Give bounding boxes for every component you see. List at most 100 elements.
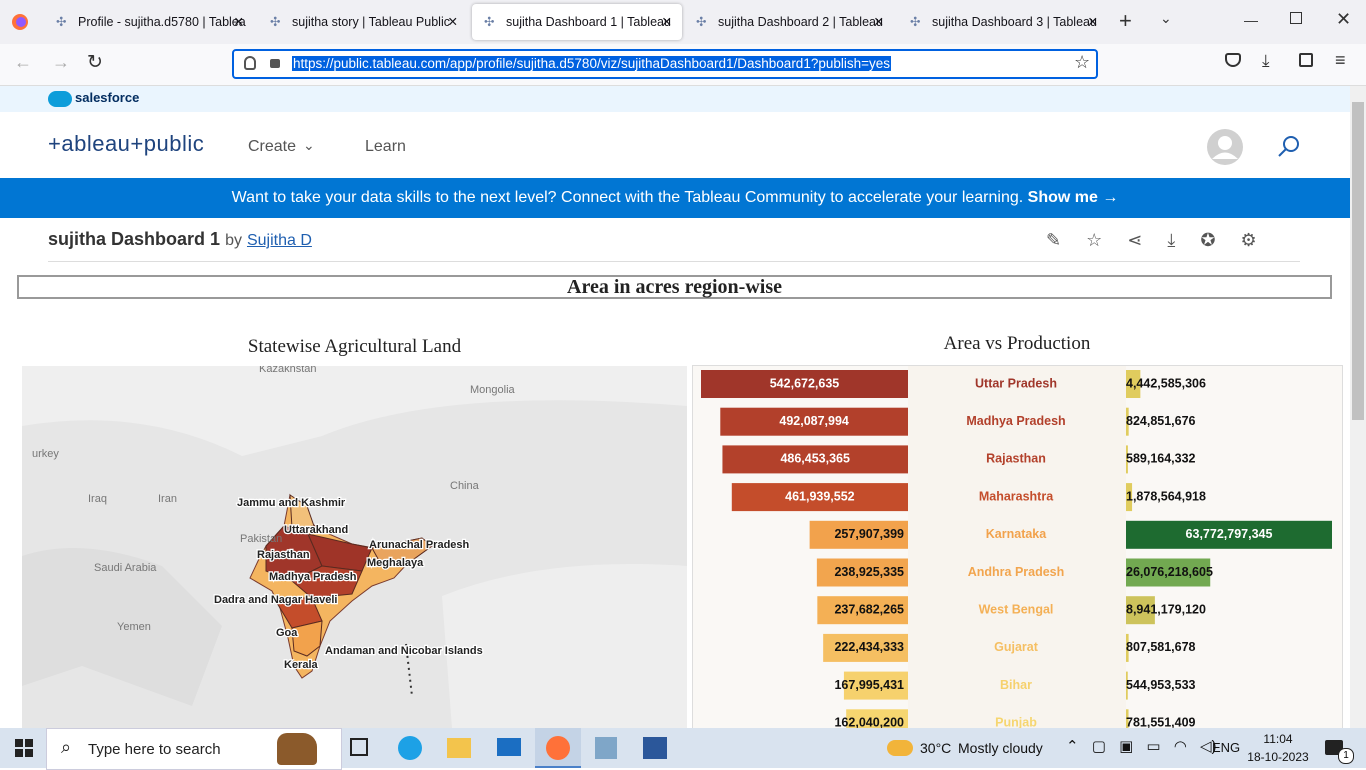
forward-button[interactable]: →	[52, 52, 70, 72]
area-bar[interactable]	[809, 520, 908, 549]
share-icon[interactable]: ⋖	[1127, 230, 1143, 250]
download-icon[interactable]: ⤓	[1167, 230, 1176, 250]
production-bar[interactable]	[1126, 407, 1129, 436]
production-bar[interactable]	[1126, 633, 1129, 662]
notification-count[interactable]: 1	[1338, 748, 1354, 764]
clock-date[interactable]: 18-10-2023	[1247, 750, 1309, 764]
salesforce-cloud[interactable]	[48, 91, 72, 107]
state-name[interactable]: Karnataka	[986, 527, 1047, 541]
state-label[interactable]: Kerala	[283, 658, 320, 673]
word-app[interactable]	[643, 737, 667, 759]
system-tray[interactable]: ⌃ ▢ ▣ ▭ ◠ ◁)	[1066, 738, 1217, 755]
create-chevron[interactable]: ⌄	[303, 137, 315, 153]
close-window-button[interactable]: ✕	[1336, 9, 1352, 29]
state-label[interactable]: Madhya Pradesh	[268, 570, 358, 585]
state-name[interactable]: Rajasthan	[986, 452, 1046, 466]
back-button[interactable]: ←	[14, 52, 32, 72]
production-bar[interactable]	[1126, 558, 1211, 587]
area-bar[interactable]	[720, 407, 908, 436]
state-name[interactable]: Maharashtra	[979, 489, 1054, 503]
tab-title[interactable]: sujitha Dashboard 3 | Tableau	[932, 15, 1097, 29]
weather-icon[interactable]	[887, 740, 913, 756]
state-label[interactable]: Arunachal Pradesh	[368, 538, 471, 553]
taskbar-search[interactable]: ⌕ Type here to search	[46, 728, 342, 770]
production-bar[interactable]	[1126, 520, 1332, 549]
app-menu[interactable]: ≡	[1335, 50, 1346, 70]
tab-title[interactable]: sujitha Dashboard 2 | Tableau	[718, 15, 883, 29]
state-label[interactable]: Andaman and Nicobar Islands	[324, 644, 484, 659]
salesforce-link[interactable]: salesforce	[75, 90, 140, 105]
bookmark-star[interactable]: ☆	[1074, 52, 1091, 72]
state-label[interactable]: Rajasthan	[256, 548, 311, 563]
badge-icon[interactable]: ✪	[1200, 230, 1216, 250]
state-label[interactable]: Goa	[275, 626, 300, 641]
production-bar[interactable]	[1126, 370, 1141, 398]
state-name[interactable]: Madhya Pradesh	[966, 414, 1065, 428]
pocket-icon[interactable]	[1225, 53, 1241, 67]
tracking-shield[interactable]	[244, 56, 256, 70]
tab-title[interactable]: sujitha Dashboard 1 | Tableau	[506, 15, 671, 29]
area-bar[interactable]	[823, 633, 908, 662]
downloads-icon[interactable]: ⤓	[1262, 51, 1270, 70]
search-icon[interactable]	[1276, 134, 1302, 160]
restore-button[interactable]	[1290, 12, 1302, 24]
tab-close[interactable]: ✕	[447, 15, 458, 29]
lock-icon[interactable]	[270, 59, 280, 68]
state-name[interactable]: Gujarat	[994, 640, 1039, 654]
start-button[interactable]	[15, 739, 33, 757]
state-name[interactable]: Punjab	[995, 716, 1037, 728]
area-bar[interactable]	[722, 445, 908, 474]
settings-icon[interactable]: ⚙	[1240, 230, 1257, 250]
production-bar[interactable]	[1126, 671, 1128, 700]
new-tab-button[interactable]: +	[1119, 8, 1132, 33]
browser-tab[interactable]: ✣ Profile - sujitha.d5780 | Tablea ✕	[44, 4, 254, 40]
firefox-app[interactable]	[535, 728, 581, 768]
url-bar[interactable]: https://public.tableau.com/app/profile/s…	[232, 49, 1098, 79]
minimize-button[interactable]: —	[1244, 12, 1258, 28]
temperature[interactable]: 30°C	[920, 740, 952, 756]
explorer-app[interactable]	[447, 738, 471, 758]
state-label[interactable]: Dadra and Nagar Haveli	[213, 593, 339, 608]
favorite-icon[interactable]: ☆	[1086, 230, 1103, 250]
firefox-menu-icon[interactable]	[11, 13, 29, 31]
tab-close[interactable]: ✕	[233, 15, 244, 29]
tab-title[interactable]: sujitha story | Tableau Public	[292, 15, 450, 29]
tab-close[interactable]: ✕	[1087, 15, 1098, 29]
area-bar[interactable]	[731, 483, 908, 512]
area-bar[interactable]	[701, 370, 908, 398]
tableau-app[interactable]	[595, 737, 617, 759]
browser-tab[interactable]: ✣ sujitha Dashboard 1 | Tableau ✕	[472, 4, 682, 40]
url-text[interactable]: https://public.tableau.com/app/profile/s…	[292, 56, 892, 71]
mail-app[interactable]	[497, 738, 521, 756]
production-bar[interactable]	[1126, 445, 1128, 474]
reload-button[interactable]: ↻	[87, 52, 103, 73]
state-label[interactable]: Jammu and Kashmir	[236, 496, 347, 511]
edge-app[interactable]	[398, 736, 422, 760]
state-name[interactable]: Andhra Pradesh	[968, 565, 1065, 579]
map[interactable]: Kazakhstan Mongolia urkey Iraq Iran China Paki…	[22, 366, 687, 728]
state-name[interactable]: Bihar	[1000, 678, 1032, 692]
area-bar[interactable]	[817, 596, 908, 625]
area-bar[interactable]	[846, 709, 908, 728]
browser-tab[interactable]: ✣ sujitha story | Tableau Public ✕	[258, 4, 468, 40]
area-bar[interactable]	[843, 671, 908, 700]
weather-text[interactable]: Mostly cloudy	[958, 740, 1043, 756]
search-placeholder[interactable]: Type here to search	[88, 741, 221, 758]
banner-link[interactable]: Show me →	[1027, 189, 1119, 206]
nav-learn[interactable]: Learn	[365, 138, 406, 155]
production-bar[interactable]	[1126, 596, 1155, 625]
scrollbar-thumb[interactable]	[1352, 102, 1364, 420]
extensions-icon[interactable]	[1299, 53, 1313, 67]
browser-tab[interactable]: ✣ sujitha Dashboard 2 | Tableau ✕	[684, 4, 894, 40]
production-bar[interactable]	[1126, 709, 1129, 728]
language[interactable]: ENG	[1212, 740, 1241, 755]
state-label[interactable]: Uttarakhand	[283, 523, 350, 538]
browser-tab[interactable]: ✣ sujitha Dashboard 3 | Tableau ✕	[898, 4, 1108, 40]
production-bar[interactable]	[1126, 483, 1133, 512]
avatar[interactable]	[1206, 128, 1244, 166]
state-label[interactable]: Meghalaya	[366, 556, 426, 571]
edit-icon[interactable]: ✎	[1046, 230, 1062, 250]
tab-close[interactable]: ✕	[873, 15, 884, 29]
list-tabs-button[interactable]: ⌄	[1160, 10, 1172, 26]
nav-create[interactable]: Create	[248, 138, 297, 155]
